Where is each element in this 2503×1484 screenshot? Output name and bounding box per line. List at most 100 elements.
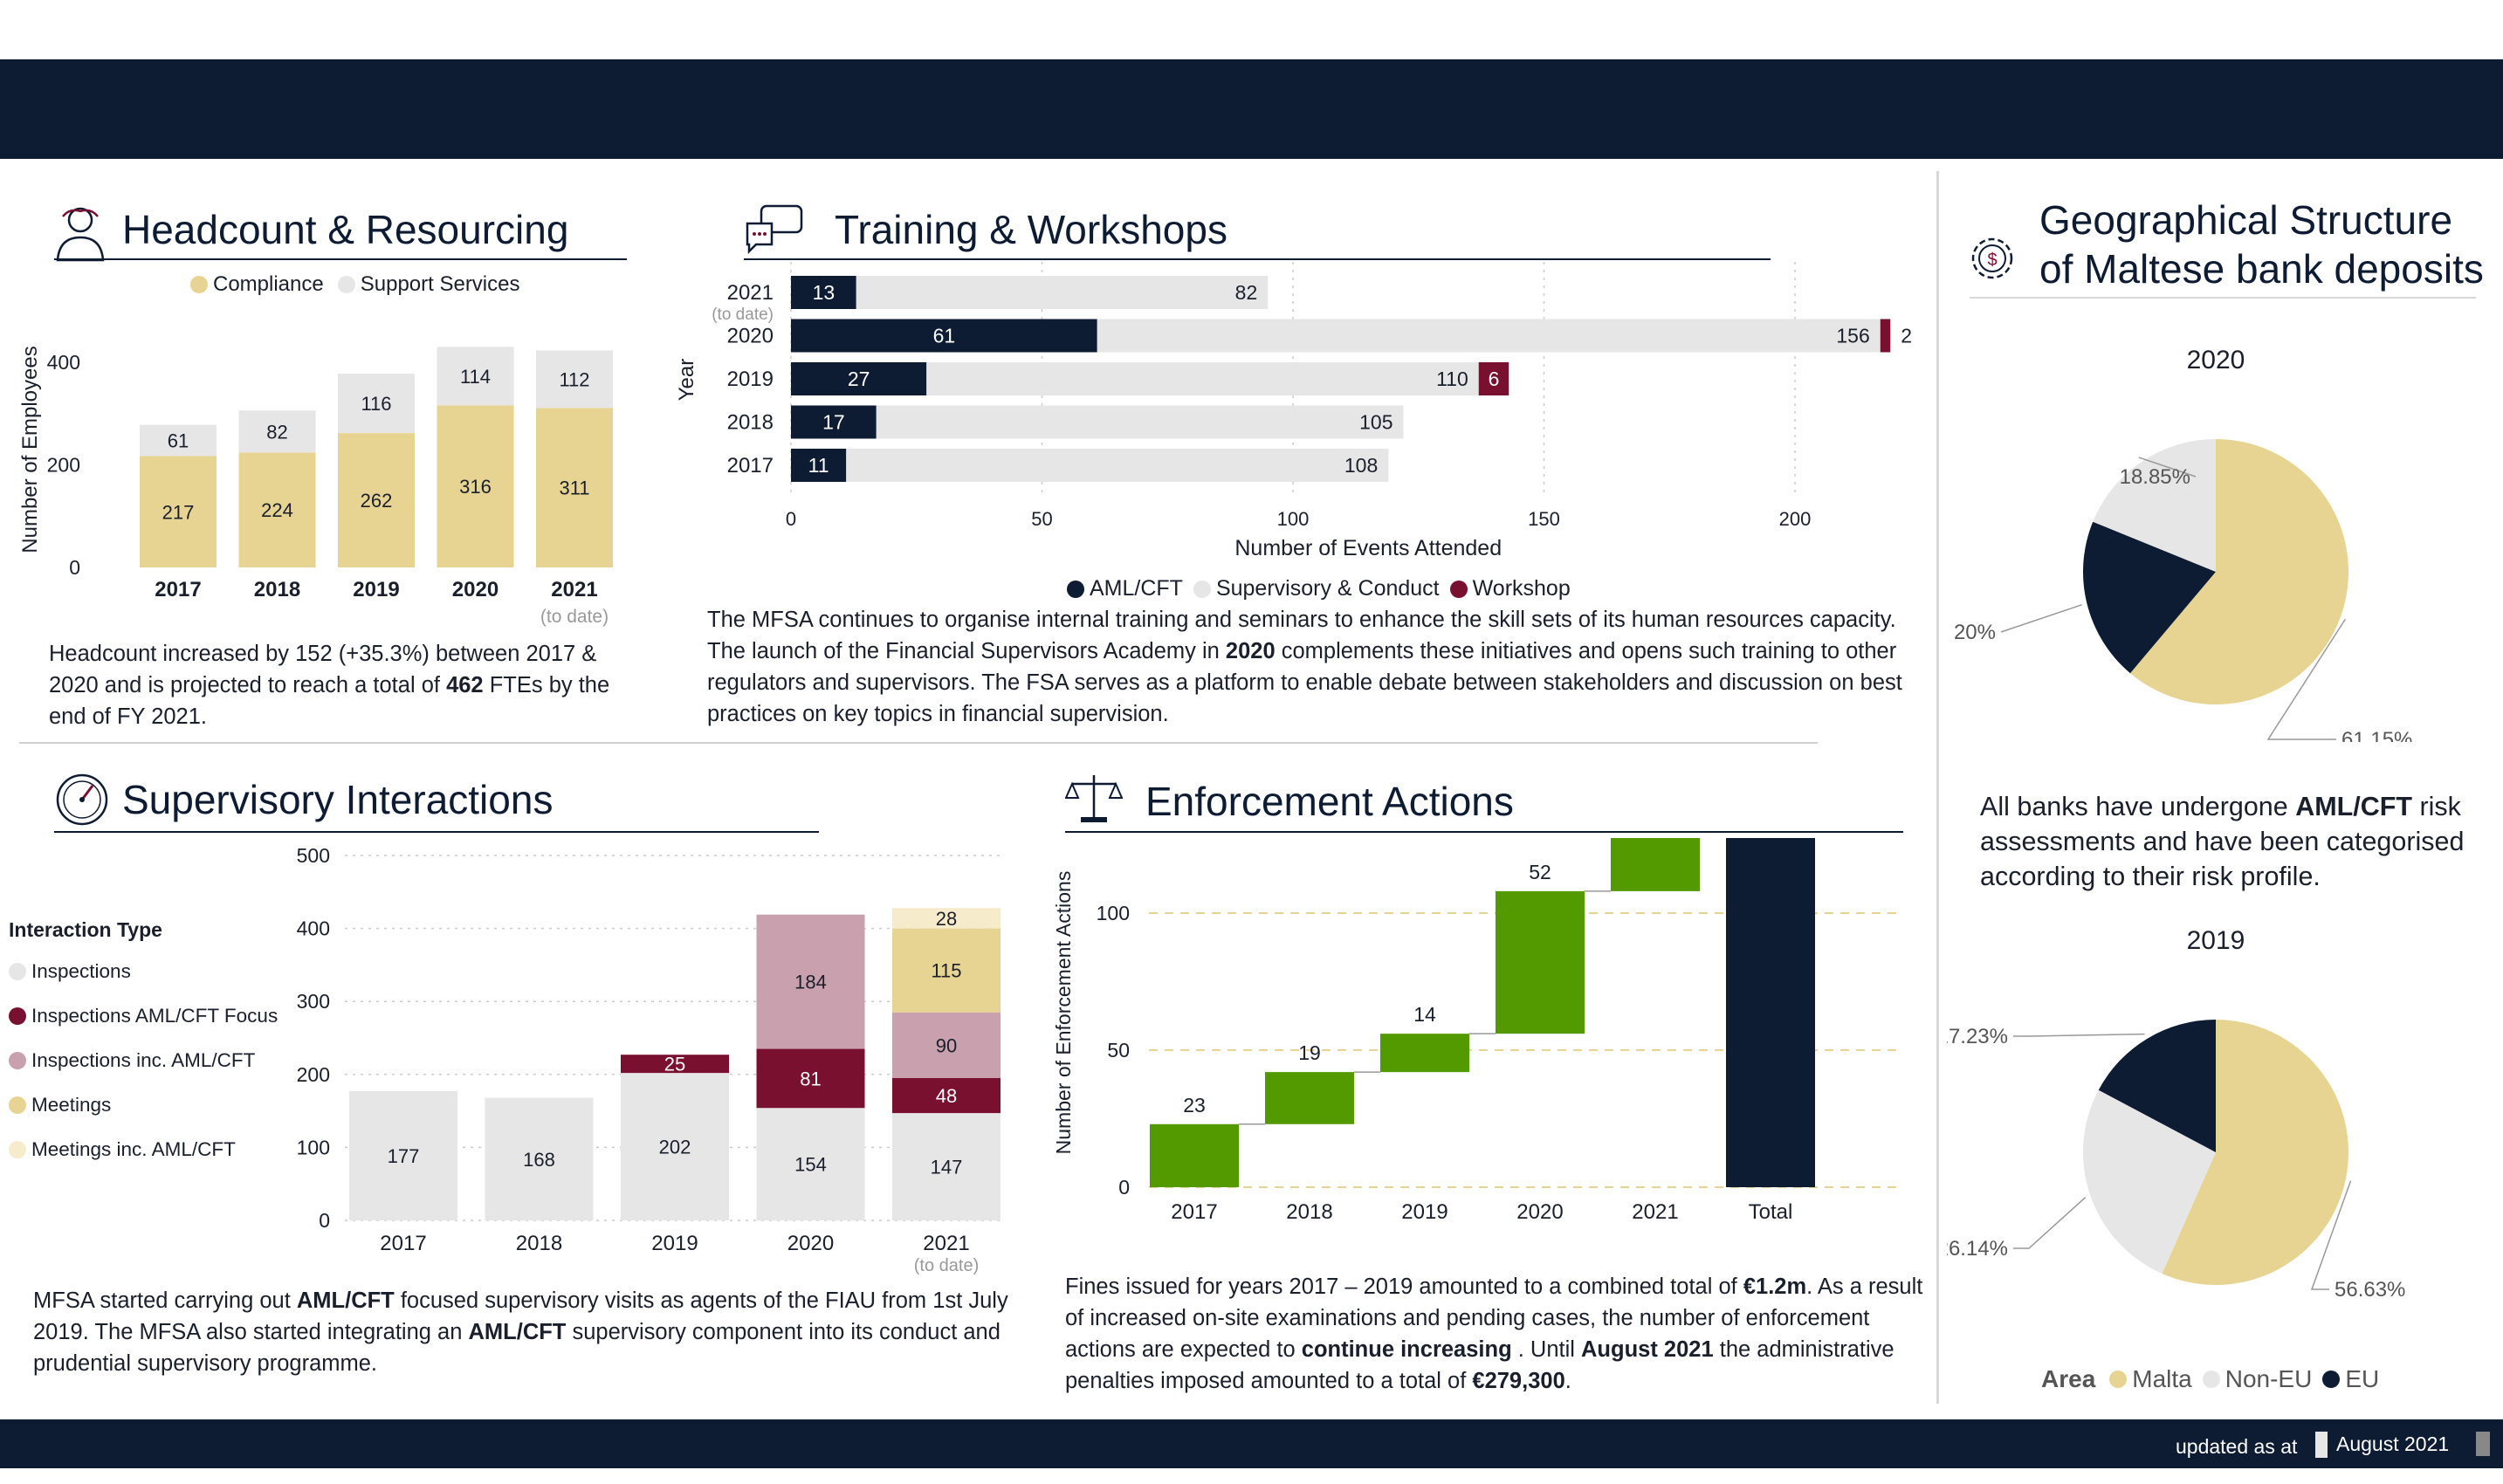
bar-workshop <box>1880 319 1891 353</box>
bar-value-label: 23 <box>1183 1094 1206 1116</box>
legend-item-inspections-aml-focus: Inspections AML/CFT Focus <box>9 993 278 1038</box>
bar-inspections-aml-cft-focus <box>892 1077 1001 1114</box>
x-tick-label: 200 <box>1779 508 1812 530</box>
legend-label-supervisory-conduct: Supervisory & Conduct <box>1215 576 1440 601</box>
legend-item-meetings-inc-aml: Meetings inc. AML/CFT <box>9 1127 278 1171</box>
bar-label-aml: 27 <box>848 368 870 390</box>
bar-increment <box>1150 1123 1239 1187</box>
bar-inspections <box>892 1113 1001 1220</box>
pie-slice-eu <box>2098 1020 2216 1152</box>
legend-item-inspections-inc-aml: Inspections inc. AML/CFT <box>9 1038 278 1082</box>
bar-value-label: 184 <box>794 972 827 993</box>
legend-item-meetings: Meetings <box>9 1082 278 1127</box>
bar-inspections <box>756 1108 865 1220</box>
bar-value-label: 115 <box>931 960 961 982</box>
supervisory-legend: Interaction Type Inspections Inspections… <box>9 918 278 1171</box>
y-axis-label: Number of Enforcement Actions <box>1052 871 1075 1155</box>
pie-slice-non-eu <box>2083 1089 2216 1274</box>
bar-supervisory-conduct <box>1097 319 1881 353</box>
y-tick-label: 0 <box>319 1209 330 1232</box>
y-tick-label: 2018 <box>727 411 774 435</box>
legend-swatch-inspections-inc-aml <box>9 1051 26 1069</box>
headcount-title: Headcount & Resourcing <box>122 207 569 252</box>
bar-support <box>437 347 514 406</box>
bar-support <box>536 350 613 409</box>
headcount-paragraph: Headcount increased by 152 (+35.3%) betw… <box>49 638 651 732</box>
bar-value-label: 19 <box>1298 1041 1321 1064</box>
bar-supervisory-conduct <box>876 405 1404 439</box>
bar-workshop <box>1478 362 1509 395</box>
bar-aml-cft <box>791 319 1097 353</box>
legend-item-inspections: Inspections <box>9 949 278 993</box>
legend-label-compliance: Compliance <box>213 272 324 296</box>
bar-aml-cft <box>791 405 877 439</box>
pie-leader-line <box>2138 457 2197 477</box>
supervisory-title-rule <box>54 831 819 833</box>
bar-support <box>238 410 316 453</box>
headcount-legend: Compliance Support Services <box>190 272 520 297</box>
bar-inspections <box>485 1097 594 1220</box>
pie-title: 2019 <box>2187 926 2245 955</box>
enforcement-paragraph-bold-3: August 2021 <box>1581 1337 1714 1362</box>
enforcement-paragraph-text-4: the administrative penalties imposed amo… <box>1065 1337 1894 1393</box>
person-icon <box>56 207 105 262</box>
supervisory-title: Supervisory Interactions <box>122 777 554 822</box>
bar-compliance <box>338 433 415 567</box>
bar-label-compliance: 311 <box>559 477 589 499</box>
money-gear-icon: $ <box>1971 237 2013 279</box>
footer-slider-end[interactable] <box>2476 1432 2490 1456</box>
legend-swatch-meetings-inc-aml <box>9 1140 26 1158</box>
legend-swatch-amlcft <box>1067 580 1084 598</box>
pie-leader-line <box>2013 1033 2145 1037</box>
x-tick-label: 2017 <box>380 1232 426 1255</box>
geo-legend-title: Area <box>2041 1365 2096 1392</box>
bar-compliance <box>536 408 613 567</box>
pie-label: 56.63% <box>2335 1278 2405 1302</box>
footer-date-slider-handle[interactable] <box>2315 1432 2328 1458</box>
x-tick-label: 2018 <box>254 578 300 601</box>
x-tick-label: 2021 <box>923 1232 969 1255</box>
x-tick-label: 2021 <box>1632 1200 1678 1224</box>
y-tick-label: 2019 <box>727 368 774 391</box>
geo-2019-pie: 2019 56.63% 26.14% 17.23% <box>1947 926 2405 1302</box>
pie-leader-line <box>2013 1197 2087 1249</box>
bar-label-supervisory: 82 <box>1235 281 1258 304</box>
bar-increment <box>1611 838 1700 891</box>
legend-swatch-non-eu <box>2202 1371 2220 1388</box>
bar-value-label: 147 <box>931 1157 963 1178</box>
bar-meetings-inc-aml-cft <box>892 908 1001 929</box>
x-tick-note: (to date) <box>540 607 609 627</box>
y-axis-label: Year <box>675 359 698 402</box>
x-axis-label: Number of Events Attended <box>1234 536 1502 560</box>
supervisory-paragraph: MFSA started carrying out AML/CFT focuse… <box>33 1285 1011 1379</box>
bar-value-label: 202 <box>659 1137 691 1158</box>
y-tick-label: 400 <box>47 351 80 374</box>
supervisory-legend-title: Interaction Type <box>9 918 162 941</box>
y-tick-label: 100 <box>1097 902 1130 924</box>
bar-inspections <box>621 1073 729 1220</box>
x-tick-label: 50 <box>1031 508 1052 530</box>
legend-label-meetings: Meetings <box>31 1093 112 1116</box>
y-tick-label: 2017 <box>727 454 774 477</box>
y-tick-label: 200 <box>47 454 80 477</box>
y-tick-label: 500 <box>297 844 330 867</box>
bar-compliance <box>437 405 514 567</box>
training-paragraph: The MFSA continues to organise internal … <box>707 604 1929 730</box>
bar-support <box>140 424 217 457</box>
geo-note-text-2: risk assessments and have been categoris… <box>1980 792 2465 891</box>
supervisory-paragraph-text-3: supervisory component into its conduct a… <box>33 1320 1001 1376</box>
enforcement-paragraph-text-2: . As a result of increased on-site exami… <box>1065 1274 1923 1362</box>
bar-value-label: 31 <box>1644 838 1667 841</box>
legend-swatch-meetings <box>9 1096 26 1114</box>
supervisory-paragraph-bold-2: AML/CFT <box>468 1320 567 1344</box>
enforcement-title-rule <box>1065 831 1903 833</box>
y-tick-label: 400 <box>297 917 330 940</box>
chat-bubbles-icon <box>746 204 803 255</box>
enforcement-paragraph-bold-4: €279,300 <box>1472 1369 1565 1393</box>
enforcement-title: Enforcement Actions <box>1145 779 1514 824</box>
footer-updated-label: updated as at <box>2176 1435 2298 1458</box>
pie-label: 17.23% <box>1947 1025 2008 1048</box>
bar-value-label: 139 <box>1754 838 1787 841</box>
bar-label-support: 112 <box>559 368 589 390</box>
bar-value-label: 81 <box>800 1068 821 1089</box>
